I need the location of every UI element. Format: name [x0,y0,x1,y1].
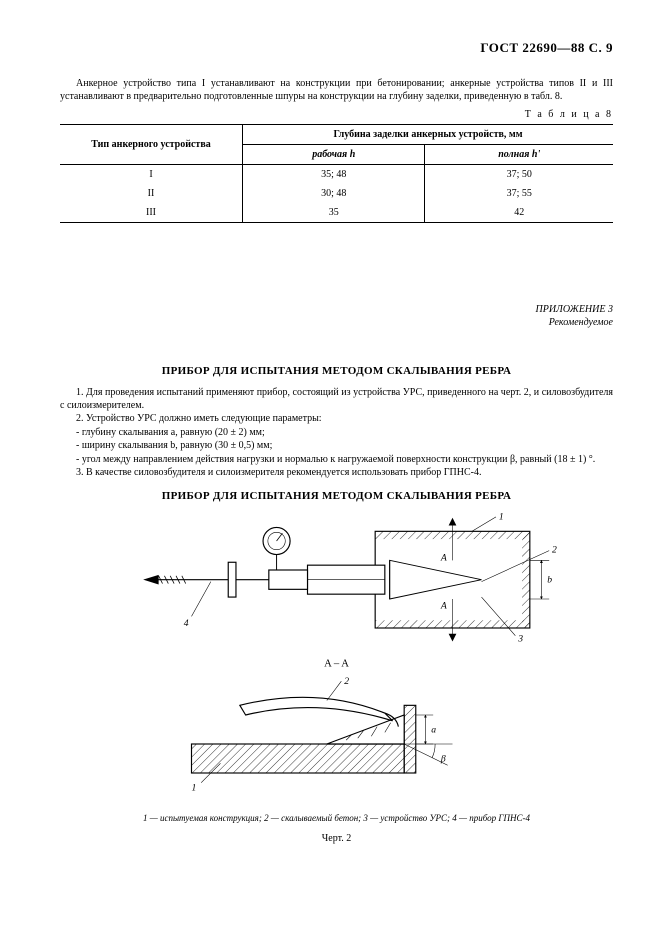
table-col23-header: Глубина заделки анкерных устройств, мм [242,125,613,145]
appendix-sub: Рекомендуемое [60,316,613,329]
para-2: 2. Устройство УРС должно иметь следующие… [60,413,613,426]
callout-1b: 1 [192,782,197,793]
dim-a: a [431,724,436,735]
appendix-title: ПРИЛОЖЕНИЕ 3 [60,303,613,316]
section-title-2: ПРИБОР ДЛЯ ИСПЫТАНИЯ МЕТОДОМ СКАЛЫВАНИЯ … [60,490,613,502]
table-col2-sub: рабочая h [242,145,424,165]
table-row: III 35 42 [60,203,613,223]
figure-caption: 1 — испытуемая конструкция; 2 — скалывае… [60,813,613,823]
dim-beta: β [440,753,446,764]
label-A-bot: A [440,600,447,611]
callout-4: 4 [184,618,189,629]
callout-2: 2 [552,544,557,555]
diagram-section-aa: 1 2 a β [192,676,453,793]
cell: 42 [425,203,613,223]
para-2c: - угол между направлением действия нагру… [60,454,613,467]
appendix-block: ПРИЛОЖЕНИЕ 3 Рекомендуемое [60,303,613,329]
para-1: 1. Для проведения испытаний применяют пр… [60,387,613,412]
diagram-chert-2: A A b 1 2 3 4 A – A [60,512,613,807]
figure-label: Черт. 2 [60,833,613,844]
callout-3: 3 [517,633,523,644]
callout-1: 1 [499,512,504,523]
table-row: II 30; 48 37; 55 [60,184,613,203]
para-2a: - глубину скалывания a, равную (20 ± 2) … [60,427,613,440]
cell: II [60,184,242,203]
table-8: Тип анкерного устройства Глубина заделки… [60,124,613,223]
callout-2b: 2 [344,676,349,687]
table-col1-header: Тип анкерного устройства [60,125,242,165]
table-8-label: Т а б л и ц а 8 [60,109,613,120]
doc-id: ГОСТ 22690—88 С. 9 [60,40,613,56]
cell: 37; 55 [425,184,613,203]
cell: 35 [242,203,424,223]
cell: 37; 50 [425,165,613,185]
para-3: 3. В качестве силовозбудителя и силоизме… [60,467,613,480]
section-label: A – A [324,658,349,669]
diagram-top-view: A A b 1 2 3 4 [143,512,557,645]
cell: III [60,203,242,223]
para-2b: - ширину скалывания b, равную (30 ± 0,5)… [60,440,613,453]
table-row: I 35; 48 37; 50 [60,165,613,185]
table-col3-sub: полная h' [425,145,613,165]
cell: 35; 48 [242,165,424,185]
label-A-top: A [440,552,447,563]
cell: 30; 48 [242,184,424,203]
body-text: 1. Для проведения испытаний применяют пр… [60,387,613,480]
section-title-1: ПРИБОР ДЛЯ ИСПЫТАНИЯ МЕТОДОМ СКАЛЫВАНИЯ … [60,365,613,377]
intro-paragraph: Анкерное устройство типа I устанавливают… [60,78,613,103]
cell: I [60,165,242,185]
dim-b: b [547,574,552,585]
